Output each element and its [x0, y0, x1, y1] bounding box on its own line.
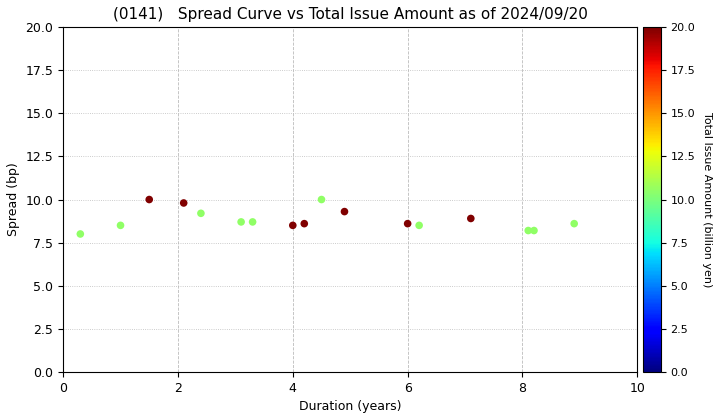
Title: (0141)   Spread Curve vs Total Issue Amount as of 2024/09/20: (0141) Spread Curve vs Total Issue Amoun…	[113, 7, 588, 22]
Point	[523, 227, 534, 234]
Point	[402, 220, 413, 227]
Point	[178, 200, 189, 206]
Point	[528, 227, 540, 234]
Y-axis label: Spread (bp): Spread (bp)	[7, 163, 20, 236]
Point	[316, 196, 328, 203]
Point	[338, 208, 350, 215]
Point	[235, 218, 247, 225]
Point	[465, 215, 477, 222]
Point	[568, 220, 580, 227]
Point	[247, 218, 258, 225]
X-axis label: Duration (years): Duration (years)	[299, 400, 402, 413]
Point	[143, 196, 155, 203]
Y-axis label: Total Issue Amount (billion yen): Total Issue Amount (billion yen)	[702, 112, 712, 287]
Point	[299, 220, 310, 227]
Point	[75, 231, 86, 237]
Point	[413, 222, 425, 229]
Point	[114, 222, 126, 229]
Point	[195, 210, 207, 217]
Point	[287, 222, 299, 229]
